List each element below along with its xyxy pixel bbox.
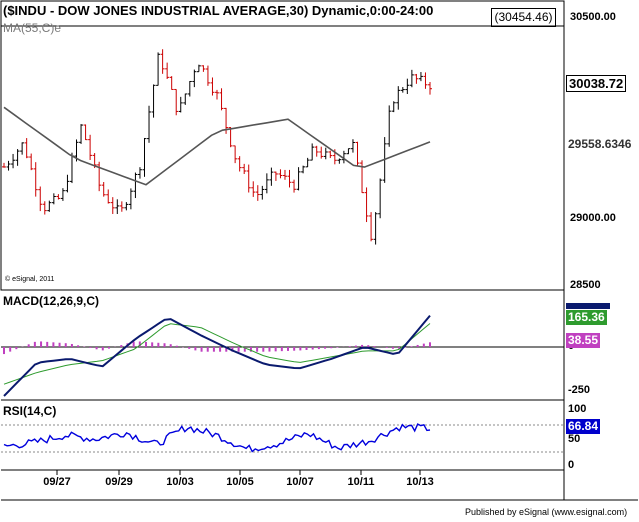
ma-value-tag: 29558.6346 (566, 137, 634, 152)
macd-signal-tag (566, 303, 610, 309)
close-price-tag: 30038.72 (566, 75, 627, 92)
price-axis-label-29000: 29000.00 (570, 212, 616, 224)
date-label: 09/29 (105, 476, 133, 488)
macd-label: MACD(12,26,9,C) (3, 294, 100, 308)
macd-value-tag: 165.36 (566, 310, 607, 325)
last-value-box: (30454.46) (491, 8, 556, 27)
price-axis-label-28500: 28500 (570, 279, 601, 291)
date-label: 09/27 (43, 476, 71, 488)
publisher-footer: Published by eSignal (www.esignal.com) (465, 507, 628, 517)
ma-line (3, 106, 431, 186)
rsi-line (3, 423, 431, 453)
price-pane-frame (0, 0, 565, 291)
price-bars (2, 49, 432, 245)
date-ticks (56, 470, 421, 475)
date-label: 10/05 (226, 476, 254, 488)
rsi-axis-0: 0 (568, 459, 575, 471)
date-label: 10/11 (347, 476, 375, 488)
rsi-label: RSI(14,C) (3, 404, 57, 418)
price-axis-label-30500: 30500.00 (570, 11, 616, 23)
copyright-note: © eSignal, 2011 (5, 276, 55, 283)
macd-line (3, 314, 431, 397)
macd-signal-line (3, 323, 431, 385)
rsi-axis-100: 100 (568, 403, 587, 415)
date-label: 10/13 (406, 476, 434, 488)
chart-title: ($INDU - DOW JONES INDUSTRIAL AVERAGE,30… (3, 3, 434, 18)
macd-hist-tag: 38.55 (566, 333, 601, 348)
rsi-axis-50: 50 (568, 433, 581, 445)
macd-axis-minus250: -250 (568, 384, 591, 396)
macd-histogram (3, 341, 431, 355)
date-label: 10/07 (286, 476, 314, 488)
rsi-value-tag: 66.84 (566, 419, 601, 434)
ma-legend: MA(55,C)e (3, 21, 62, 35)
date-label: 10/03 (166, 476, 194, 488)
